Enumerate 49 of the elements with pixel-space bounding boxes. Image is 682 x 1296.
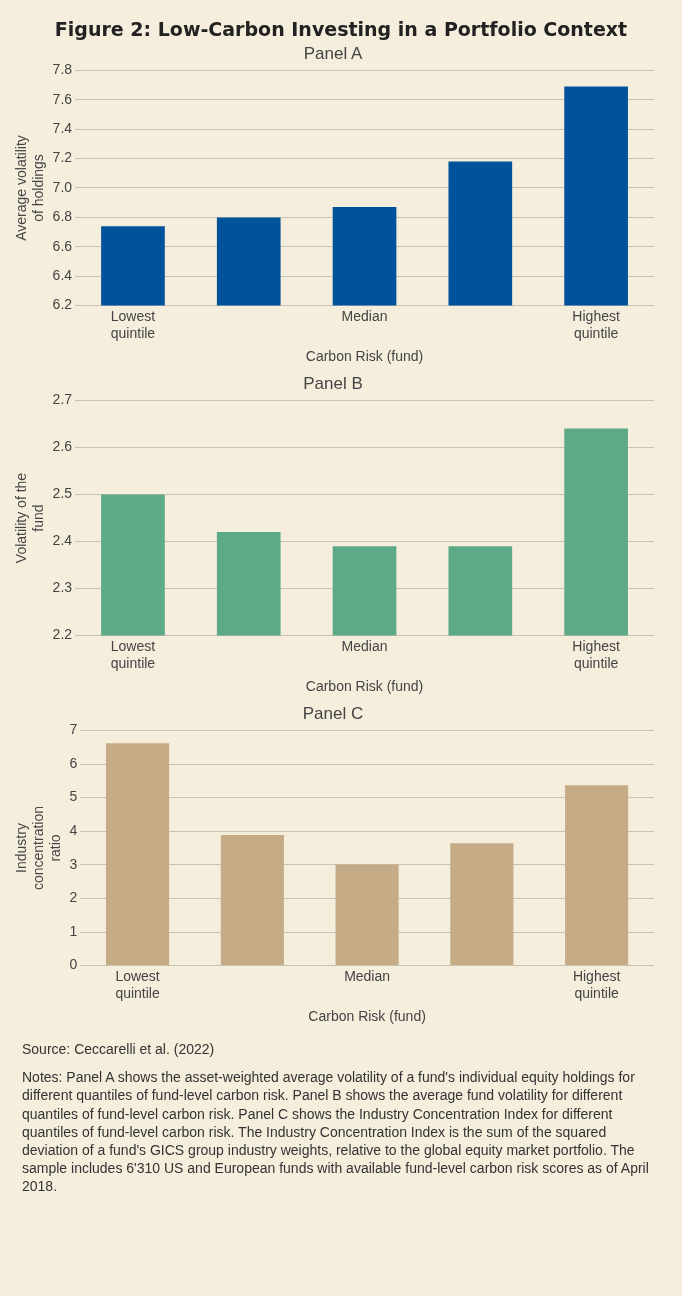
y-tick-label: 3 bbox=[69, 855, 78, 872]
y-tick-label: 5 bbox=[69, 788, 78, 805]
y-tick-label: 2 bbox=[69, 889, 78, 906]
x-tick-label: Median bbox=[341, 637, 388, 654]
y-tick-label: 7.0 bbox=[52, 178, 73, 195]
bar bbox=[450, 843, 514, 966]
x-tick-label: Median bbox=[341, 307, 388, 324]
x-tick-label: Lowest quintile bbox=[110, 307, 156, 341]
y-tick-label: 7.8 bbox=[52, 61, 73, 78]
bar bbox=[335, 864, 399, 966]
y-tick-label: 1 bbox=[69, 922, 78, 939]
y-tick-label: 0 bbox=[69, 956, 78, 973]
y-tick-label: 7.4 bbox=[52, 120, 73, 137]
y-tick-label: 6.2 bbox=[52, 296, 73, 313]
y-axis-title: Average volatility of holdings bbox=[13, 135, 47, 241]
bar bbox=[106, 743, 170, 966]
x-tick-label: Highest quintile bbox=[572, 967, 621, 1001]
chart-subtitle: Panel B bbox=[303, 373, 363, 393]
y-tick-label: 7.2 bbox=[52, 149, 73, 166]
bar bbox=[565, 785, 629, 966]
y-axis-title: Industry concentration ratio bbox=[13, 805, 63, 891]
y-tick-label: 2.6 bbox=[52, 438, 73, 455]
y-tick-label: 7 bbox=[69, 721, 78, 738]
x-tick-label: Lowest quintile bbox=[110, 637, 156, 671]
text: Notes: Panel A shows the asset-weighted average volatility of a fund's individual equity holdings for different quantiles of fund-level carbon risk. Panel B shows the average fund volatility for different quantiles of fund-level carbon risk. Panel C shows the Industry Concentration Index for different quantiles of fund-level carbon risk. The Industry Concentration Index is the sum of the squared deviation of a fund's GICS group industry weights, relative to the global equity market portfolio. The sample includes 6'310 US and European funds with available fund-level carbon risk scores as of April 2018. bbox=[22, 1068, 650, 1196]
bar bbox=[220, 834, 284, 966]
y-tick-label: 2.4 bbox=[52, 532, 73, 549]
chart-title: Figure 2: Low-Carbon Investing in a Portfolio Context bbox=[53, 18, 629, 40]
x-axis-title: Carbon Risk (fund) bbox=[308, 1008, 426, 1025]
y-tick-label: 4 bbox=[69, 822, 78, 839]
source-note: Source: Ceccarelli et al. (2022) bbox=[22, 1040, 216, 1059]
x-tick-label: Highest quintile bbox=[572, 307, 620, 341]
y-tick-label: 2.7 bbox=[52, 391, 73, 408]
y-tick-label: 6.6 bbox=[52, 237, 73, 254]
y-tick-label: 6.8 bbox=[52, 208, 73, 225]
chart-subtitle: Panel C bbox=[302, 703, 364, 723]
x-tick-label: Highest quintile bbox=[572, 637, 620, 671]
y-tick-label: 6 bbox=[69, 754, 78, 771]
y-tick-label: 2.2 bbox=[52, 626, 73, 643]
x-tick-label: Median bbox=[344, 967, 391, 984]
x-tick-label: Lowest quintile bbox=[115, 967, 160, 1001]
chart-subtitle: Panel A bbox=[303, 43, 363, 63]
y-tick-label: 7.6 bbox=[52, 90, 73, 107]
x-axis-title: Carbon Risk (fund) bbox=[305, 348, 424, 365]
y-tick-label: 6.4 bbox=[52, 267, 73, 284]
y-axis-title: Volatility of the fund bbox=[13, 472, 47, 564]
x-axis-title: Carbon Risk (fund) bbox=[305, 678, 424, 695]
y-tick-label: 2.5 bbox=[52, 485, 73, 502]
y-tick-label: 2.3 bbox=[52, 579, 73, 596]
